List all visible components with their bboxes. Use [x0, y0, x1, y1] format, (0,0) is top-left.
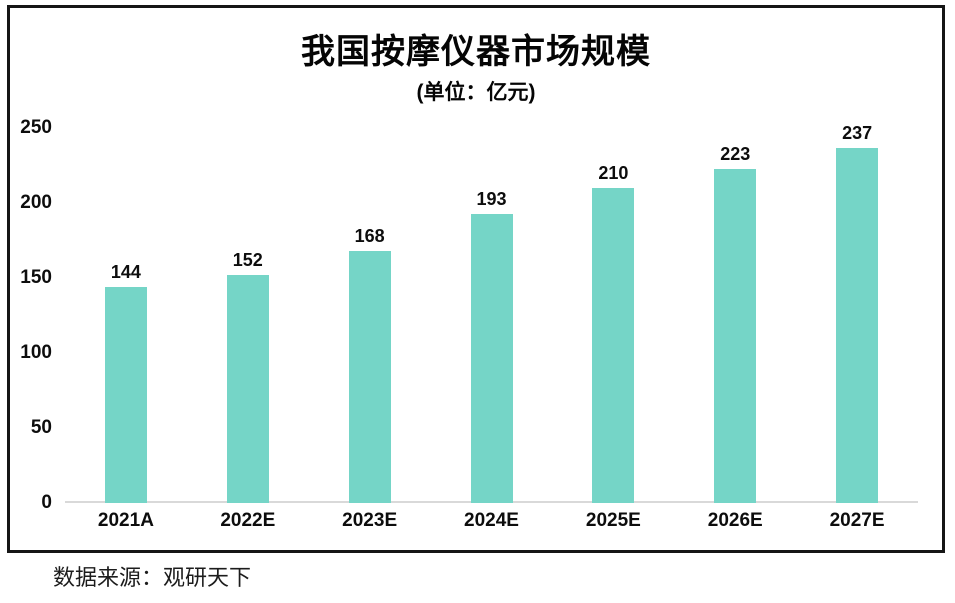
bar	[104, 287, 147, 503]
bar	[348, 251, 391, 503]
y-axis-tick-label: 50	[30, 417, 52, 438]
bar	[592, 188, 635, 503]
bar-column: 193	[431, 188, 553, 503]
bar-column: 144	[65, 262, 187, 503]
x-axis-tick-label: 2024E	[464, 510, 519, 531]
bar-value-label: 144	[110, 262, 141, 282]
x-axis-tick-label: 2021A	[97, 510, 154, 531]
category-row: 2021A 2022E 2023E 2024E 2025E 2026E 2027E	[65, 510, 918, 532]
bar-value-label: 193	[476, 188, 507, 209]
bars-row: 144 152 168 193 210 223 237	[65, 123, 918, 503]
bar-value-label: 223	[720, 143, 751, 164]
chart-title: 我国按摩仪器市场规模	[301, 33, 651, 71]
data-source-note: 数据来源：观研天下	[53, 565, 252, 590]
y-axis-tick-label: 150	[20, 267, 52, 288]
bar-value-label: 237	[842, 122, 873, 143]
bar-column: 223	[674, 143, 796, 503]
bar-value-label: 168	[354, 226, 385, 246]
x-axis-tick-label: 2025E	[585, 510, 641, 531]
y-axis-tick-label: 100	[20, 342, 52, 363]
y-axis-tick-label: 0	[41, 492, 52, 513]
bar	[714, 168, 757, 503]
x-axis-tick-label: 2026E	[707, 510, 763, 531]
bar-column: 168	[309, 226, 431, 503]
bar	[470, 213, 513, 503]
bar-value-label: 152	[232, 250, 263, 270]
bar-value-label: 210	[598, 163, 629, 183]
y-axis-tick-label: 250	[20, 117, 52, 138]
bar-column: 152	[187, 250, 309, 503]
y-axis-tick-label: 200	[20, 192, 52, 213]
bar-column: 237	[796, 122, 918, 503]
bar	[226, 275, 269, 503]
y-axis-labels: 0 50 100 150 200 250	[0, 117, 52, 513]
x-axis-tick-label: 2022E	[220, 510, 276, 531]
x-axis-tick-label: 2023E	[342, 510, 398, 531]
bar-column: 210	[552, 163, 674, 503]
bar	[836, 147, 879, 503]
x-axis-tick-label: 2027E	[829, 510, 885, 531]
chart-subtitle: (单位：亿元)	[416, 81, 536, 104]
